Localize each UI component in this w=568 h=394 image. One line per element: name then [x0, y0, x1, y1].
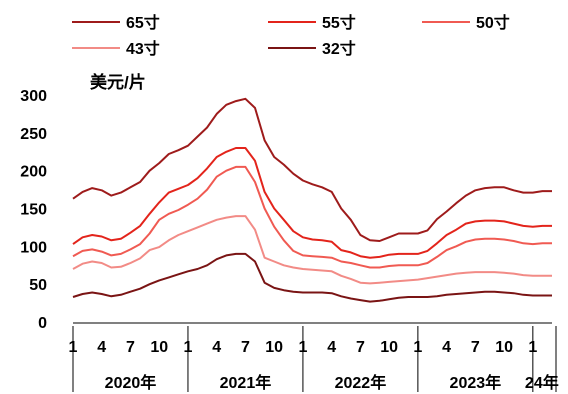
- y-axis: 0 50 100 150 200 250 300: [20, 88, 47, 332]
- y-tick-label: 300: [20, 88, 47, 105]
- x-tick-label: 10: [265, 339, 283, 356]
- legend-label: 50寸: [476, 13, 510, 32]
- y-tick-label: 50: [29, 277, 47, 294]
- x-tick-label: 10: [495, 339, 513, 356]
- year-label: 2023年: [450, 373, 502, 392]
- year-label: 2020年: [105, 373, 157, 392]
- y-tick-label: 0: [38, 315, 47, 332]
- y-tick-label: 100: [20, 239, 47, 256]
- year-label: 2021年: [220, 373, 272, 392]
- y-tick-label: 150: [20, 202, 47, 219]
- series-line: [72, 215, 552, 285]
- y-tick-label: 200: [20, 164, 47, 181]
- year-label: 2022年: [335, 373, 387, 392]
- legend-item: 32寸: [268, 39, 356, 58]
- plot-area: [72, 97, 552, 303]
- x-tick-label: 4: [327, 339, 336, 356]
- x-tick-label: 7: [471, 339, 480, 356]
- legend-label: 55寸: [322, 13, 356, 32]
- series-line: [72, 252, 552, 303]
- x-tick-label: 10: [380, 339, 398, 356]
- legend-label: 32寸: [322, 39, 356, 58]
- y-tick-label: 250: [20, 126, 47, 143]
- x-tick-label: 4: [97, 339, 106, 356]
- x-tick-label: 7: [126, 339, 135, 356]
- legend-label: 43寸: [126, 39, 160, 58]
- legend: 65寸 55寸 50寸 43寸 32寸: [72, 13, 510, 58]
- series-line: [72, 147, 552, 259]
- x-tick-label: 4: [212, 339, 221, 356]
- legend-item: 55寸: [268, 13, 356, 32]
- x-tick-label: 4: [442, 339, 451, 356]
- series-line: [72, 165, 552, 269]
- legend-label: 65寸: [126, 13, 160, 32]
- y-axis-unit-label: 美元/片: [90, 72, 146, 92]
- legend-item: 50寸: [422, 13, 510, 32]
- x-tick-label: 10: [150, 339, 168, 356]
- series-line: [72, 97, 552, 242]
- x-tick-label: 7: [241, 339, 250, 356]
- year-label: 24年: [525, 373, 559, 392]
- legend-item: 65寸: [72, 13, 160, 32]
- x-tick-label: 7: [356, 339, 365, 356]
- legend-item: 43寸: [72, 39, 160, 58]
